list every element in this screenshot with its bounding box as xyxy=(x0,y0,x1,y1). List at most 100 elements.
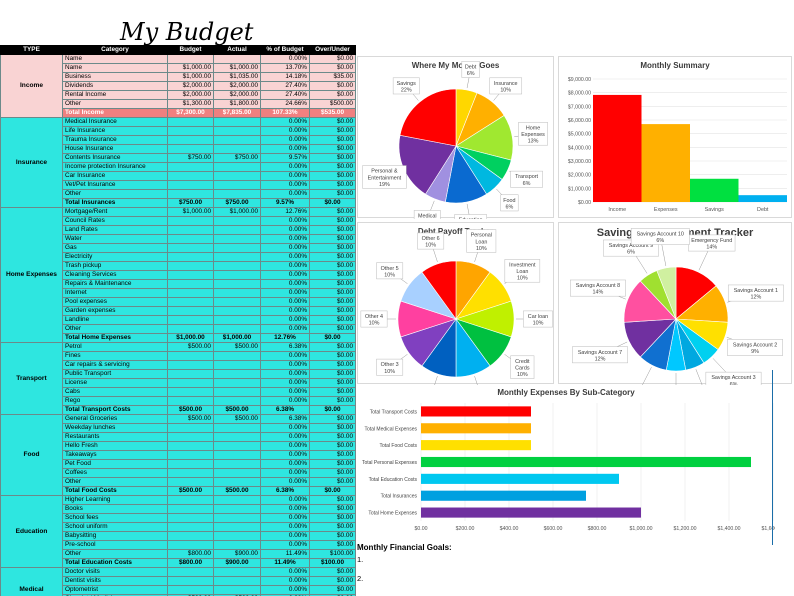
value-cell[interactable] xyxy=(167,540,214,550)
category-cell[interactable]: Dividends xyxy=(62,81,168,91)
bar[interactable] xyxy=(421,456,751,468)
value-cell[interactable]: $0.00 xyxy=(309,234,356,244)
value-cell[interactable]: 27.40% xyxy=(260,90,310,100)
value-cell[interactable] xyxy=(167,351,214,361)
value-cell[interactable] xyxy=(167,531,214,541)
value-cell[interactable]: 0.00% xyxy=(260,135,310,145)
value-cell[interactable] xyxy=(167,306,214,316)
value-cell[interactable]: 27.40% xyxy=(260,81,310,91)
bar[interactable] xyxy=(421,507,641,518)
value-cell[interactable]: 0.00% xyxy=(260,513,310,523)
value-cell[interactable]: $1,800.00 xyxy=(213,99,261,109)
value-cell[interactable]: 0.00% xyxy=(260,252,310,262)
category-cell[interactable]: Restaurants xyxy=(62,432,168,442)
category-cell[interactable]: Gas xyxy=(62,243,168,253)
value-cell[interactable]: $0.00 xyxy=(309,522,356,532)
value-cell[interactable]: $0.00 xyxy=(309,126,356,136)
category-cell[interactable]: House Insurance xyxy=(62,144,168,154)
pie-slice[interactable] xyxy=(399,88,457,147)
value-cell[interactable] xyxy=(167,117,214,127)
value-cell[interactable]: 0.00% xyxy=(260,324,310,334)
value-cell[interactable]: $0.00 xyxy=(309,243,356,253)
category-cell[interactable]: Petrol xyxy=(62,342,168,352)
value-cell[interactable]: $500.00 xyxy=(213,342,261,352)
bar[interactable] xyxy=(641,124,691,202)
value-cell[interactable] xyxy=(213,378,261,388)
category-cell[interactable]: Public Transport xyxy=(62,369,168,379)
category-cell[interactable]: Dentist visits xyxy=(62,576,168,586)
value-cell[interactable]: $0.00 xyxy=(309,423,356,433)
bar[interactable] xyxy=(421,490,586,501)
value-cell[interactable]: $750.00 xyxy=(167,153,214,163)
value-cell[interactable]: 0.00% xyxy=(260,477,310,487)
value-cell[interactable]: 12.76% xyxy=(260,207,310,217)
value-cell[interactable]: 0.00% xyxy=(260,171,310,181)
value-cell[interactable] xyxy=(213,504,261,514)
value-cell[interactable]: $0.00 xyxy=(309,153,356,163)
value-cell[interactable] xyxy=(167,270,214,280)
pie-slice[interactable] xyxy=(421,260,457,320)
value-cell[interactable] xyxy=(167,468,214,478)
value-cell[interactable] xyxy=(213,513,261,523)
value-cell[interactable]: $0.00 xyxy=(309,495,356,505)
value-cell[interactable] xyxy=(167,495,214,505)
value-cell[interactable]: 0.00% xyxy=(260,441,310,451)
bar[interactable] xyxy=(421,440,531,451)
value-cell[interactable]: $0.00 xyxy=(309,189,356,199)
value-cell[interactable]: $0.00 xyxy=(309,297,356,307)
value-cell[interactable] xyxy=(213,126,261,136)
value-cell[interactable]: $1,035.00 xyxy=(213,72,261,82)
value-cell[interactable] xyxy=(167,477,214,487)
value-cell[interactable] xyxy=(213,162,261,172)
value-cell[interactable]: $900.00 xyxy=(213,549,261,559)
value-cell[interactable]: $0.00 xyxy=(309,315,356,325)
value-cell[interactable]: 0.00% xyxy=(260,234,310,244)
value-cell[interactable]: 0.00% xyxy=(260,360,310,370)
category-cell[interactable]: School uniform xyxy=(62,522,168,532)
value-cell[interactable] xyxy=(213,243,261,253)
value-cell[interactable] xyxy=(167,261,214,271)
value-cell[interactable] xyxy=(213,180,261,190)
value-cell[interactable]: $0.00 xyxy=(309,504,356,514)
value-cell[interactable]: $0.00 xyxy=(309,162,356,172)
value-cell[interactable]: 0.00% xyxy=(260,432,310,442)
category-cell[interactable]: General Groceries xyxy=(62,414,168,424)
category-cell[interactable]: Rego xyxy=(62,396,168,406)
value-cell[interactable]: 0.00% xyxy=(260,378,310,388)
value-cell[interactable]: $0.00 xyxy=(309,117,356,127)
value-cell[interactable]: $0.00 xyxy=(309,216,356,226)
value-cell[interactable] xyxy=(213,567,261,577)
value-cell[interactable]: 0.00% xyxy=(260,261,310,271)
value-cell[interactable]: $0.00 xyxy=(309,540,356,550)
category-cell[interactable]: Name xyxy=(62,63,168,73)
value-cell[interactable] xyxy=(167,243,214,253)
value-cell[interactable]: $500.00 xyxy=(309,99,356,109)
value-cell[interactable]: $1,000.00 xyxy=(167,72,214,82)
category-cell[interactable]: Weekday lunches xyxy=(62,423,168,433)
category-cell[interactable]: Water xyxy=(62,234,168,244)
value-cell[interactable]: 0.00% xyxy=(260,387,310,397)
value-cell[interactable]: $0.00 xyxy=(309,342,356,352)
category-cell[interactable]: Other xyxy=(62,189,168,199)
value-cell[interactable]: 0.00% xyxy=(260,315,310,325)
category-cell[interactable]: Car repairs & servicing xyxy=(62,360,168,370)
value-cell[interactable] xyxy=(213,351,261,361)
category-cell[interactable]: Electricity xyxy=(62,252,168,262)
value-cell[interactable]: $2,000.00 xyxy=(213,90,261,100)
value-cell[interactable] xyxy=(213,522,261,532)
value-cell[interactable] xyxy=(213,450,261,460)
value-cell[interactable]: $0.00 xyxy=(309,567,356,577)
value-cell[interactable]: $2,000.00 xyxy=(167,81,214,91)
value-cell[interactable]: $0.00 xyxy=(309,378,356,388)
value-cell[interactable] xyxy=(167,567,214,577)
value-cell[interactable]: $800.00 xyxy=(167,549,214,559)
category-cell[interactable]: Income protection Insurance xyxy=(62,162,168,172)
value-cell[interactable]: 0.00% xyxy=(260,468,310,478)
category-cell[interactable]: Medical Insurance xyxy=(62,117,168,127)
value-cell[interactable]: $1,000.00 xyxy=(213,63,261,73)
value-cell[interactable]: $500.00 xyxy=(167,342,214,352)
category-cell[interactable]: Internet xyxy=(62,288,168,298)
bar[interactable] xyxy=(421,406,531,417)
category-cell[interactable]: Hello Fresh xyxy=(62,441,168,451)
category-cell[interactable]: Babysitting xyxy=(62,531,168,541)
